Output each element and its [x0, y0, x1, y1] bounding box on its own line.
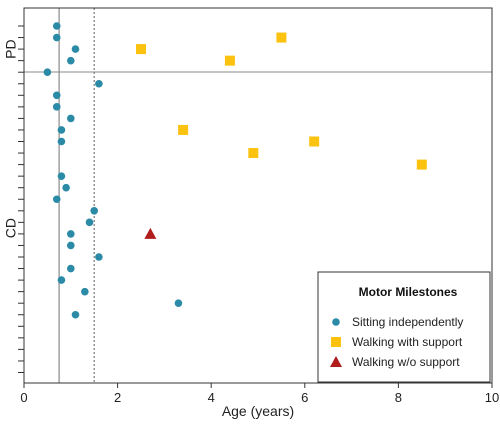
- point-sitting-independently: [52, 91, 61, 100]
- point-sitting-independently: [81, 287, 89, 296]
- point-sitting-independently: [57, 137, 66, 146]
- point-sitting-independently: [52, 103, 61, 111]
- point-sitting-independently: [57, 126, 66, 134]
- legend-marker-walking-w-o-support: [330, 356, 342, 367]
- point-sitting-independently: [52, 195, 61, 204]
- x-tick-label: 2: [114, 390, 121, 405]
- point-walking-with-support: [136, 44, 146, 55]
- point-sitting-independently: [85, 218, 94, 227]
- point-sitting-independently: [62, 183, 70, 192]
- plot-frame: [23, 7, 493, 384]
- legend-marker-walking-with-support: [331, 337, 341, 347]
- group-label-pd: PD: [3, 39, 19, 58]
- legend-label-walking-with-support: Walking with support: [352, 335, 463, 349]
- point-sitting-independently: [57, 172, 66, 180]
- point-sitting-independently: [90, 207, 98, 215]
- point-walking-with-support: [178, 124, 189, 135]
- x-tick-label: 4: [208, 390, 215, 405]
- point-sitting-independently: [95, 253, 103, 261]
- point-sitting-independently: [71, 310, 80, 319]
- legend-label-sitting-independently: Sitting independently: [352, 315, 463, 329]
- x-tick-label: 0: [20, 390, 27, 405]
- point-walking-with-support: [276, 32, 287, 43]
- x-tick-label: 6: [301, 390, 308, 405]
- point-walking-with-support: [416, 159, 427, 170]
- point-sitting-independently: [174, 299, 183, 308]
- reference-lines: [24, 8, 492, 383]
- point-sitting-independently: [57, 276, 66, 284]
- point-walking-with-support: [224, 55, 235, 66]
- point-sitting-independently: [67, 230, 75, 238]
- legend: Motor Milestones Sitting independently Wal…: [317, 271, 491, 383]
- point-walking-with-support: [248, 148, 259, 159]
- point-sitting-independently: [67, 264, 75, 273]
- point-sitting-independently: [52, 33, 61, 42]
- group-label-cd: CD: [3, 218, 19, 238]
- point-sitting-independently: [71, 45, 80, 53]
- point-walking-w-o-support: [144, 227, 157, 239]
- point-sitting-independently: [52, 22, 61, 30]
- x-tick-label: 8: [395, 390, 402, 405]
- point-sitting-independently: [67, 56, 75, 65]
- point-sitting-independently: [67, 114, 75, 123]
- data-points: [43, 22, 427, 319]
- x-tick-label: 10: [485, 390, 499, 405]
- point-sitting-independently: [43, 68, 52, 76]
- point-walking-with-support: [309, 136, 320, 147]
- point-sitting-independently: [67, 241, 75, 250]
- x-axis-label: Age (years): [222, 403, 294, 419]
- legend-marker-sitting-independently: [332, 318, 340, 326]
- legend-title: Motor Milestones: [359, 285, 458, 299]
- legend-box: [317, 271, 491, 383]
- point-sitting-independently: [95, 79, 103, 88]
- axes: 0 2 4 6 8 10 PD CD: [3, 7, 499, 405]
- legend-label-walking-w-o-support: Walking w/o support: [352, 355, 460, 369]
